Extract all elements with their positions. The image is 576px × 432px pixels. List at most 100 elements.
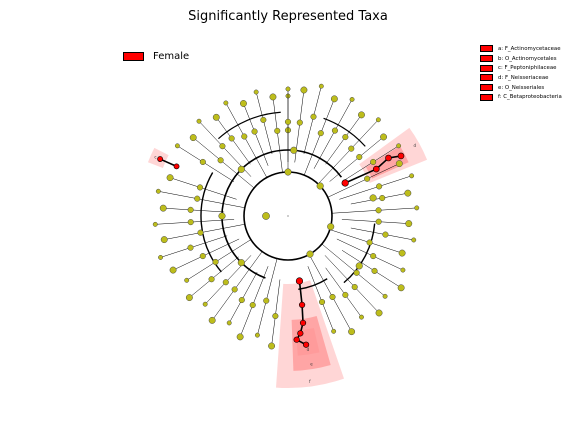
taxon-node bbox=[158, 254, 164, 260]
taxon-node bbox=[409, 173, 415, 179]
highlight-node bbox=[298, 301, 306, 308]
highlight-node bbox=[397, 152, 405, 160]
taxon-node bbox=[375, 117, 381, 123]
branch-highlight bbox=[344, 155, 402, 184]
taxon-node bbox=[208, 316, 216, 324]
taxon-node bbox=[405, 220, 413, 228]
arc-level-4 bbox=[323, 117, 366, 147]
taxon-node bbox=[382, 293, 388, 299]
taxon-node bbox=[395, 160, 403, 168]
taxon-node bbox=[208, 276, 215, 283]
clade-legend-item: e: O_Neisseriales bbox=[480, 83, 562, 93]
branch-line bbox=[350, 227, 414, 241]
highlight-node bbox=[372, 165, 380, 173]
taxon-node bbox=[290, 146, 298, 154]
taxon-node bbox=[240, 100, 247, 107]
branch-line bbox=[341, 145, 399, 182]
highlight-node bbox=[341, 179, 349, 187]
taxon-node bbox=[187, 219, 194, 226]
taxon-node bbox=[382, 231, 389, 238]
taxon-node bbox=[237, 259, 245, 267]
taxon-node bbox=[358, 111, 365, 119]
taxon-node bbox=[152, 221, 158, 227]
taxon-node bbox=[329, 293, 336, 301]
taxon-node bbox=[262, 212, 270, 220]
arc-level-3 bbox=[343, 223, 376, 284]
branch-line bbox=[189, 256, 239, 298]
branch-line bbox=[327, 163, 400, 198]
clade-legend-swatch bbox=[480, 55, 493, 63]
taxon-node bbox=[359, 314, 364, 320]
taxon-node bbox=[212, 113, 220, 121]
branch-line bbox=[271, 279, 281, 346]
root-marker bbox=[287, 215, 289, 217]
taxon-node bbox=[199, 253, 206, 260]
taxon-node bbox=[414, 205, 420, 211]
taxon-node bbox=[238, 296, 245, 304]
taxon-node bbox=[169, 266, 177, 274]
branch-line bbox=[172, 238, 240, 271]
branch-line bbox=[341, 219, 409, 224]
branch-line bbox=[341, 250, 402, 289]
taxon-node bbox=[185, 294, 193, 302]
taxon-node bbox=[174, 143, 180, 149]
taxon-node bbox=[397, 284, 405, 292]
clade-shade-letter: d bbox=[414, 143, 417, 148]
taxon-node bbox=[300, 86, 308, 94]
taxon-node bbox=[222, 279, 229, 286]
clade-legend-label: b: O_Actinomycetales bbox=[498, 55, 557, 62]
taxon-node bbox=[241, 133, 248, 140]
clade-legend-swatch bbox=[480, 93, 493, 101]
taxon-node bbox=[318, 83, 324, 89]
taxon-node bbox=[199, 158, 206, 166]
taxon-node bbox=[253, 89, 259, 95]
taxon-node bbox=[396, 143, 402, 149]
taxon-node bbox=[342, 134, 349, 141]
taxon-node bbox=[316, 182, 324, 190]
taxon-node bbox=[184, 277, 190, 283]
branch-line bbox=[308, 254, 352, 332]
taxon-node bbox=[364, 175, 371, 182]
branch-line bbox=[255, 91, 273, 155]
legend-label-female: Female bbox=[153, 51, 190, 62]
taxon-node bbox=[197, 229, 204, 236]
clade-shade-letter: f bbox=[309, 379, 311, 384]
highlight-node bbox=[293, 336, 300, 343]
branch-line bbox=[313, 99, 353, 169]
branch-line bbox=[164, 223, 245, 240]
branch-line bbox=[169, 177, 237, 200]
highlight-node bbox=[302, 341, 310, 348]
taxon-node bbox=[398, 249, 406, 257]
taxon-node bbox=[376, 183, 383, 190]
taxon-node bbox=[269, 93, 277, 101]
taxon-node bbox=[194, 195, 201, 202]
taxon-node bbox=[274, 127, 281, 134]
taxon-node bbox=[400, 267, 406, 273]
taxon-node bbox=[166, 174, 174, 182]
branch-line bbox=[160, 235, 228, 258]
taxon-node bbox=[319, 298, 326, 306]
taxon-node bbox=[375, 218, 382, 225]
taxon-node bbox=[159, 204, 167, 212]
taxon-node bbox=[355, 262, 363, 270]
taxon-node bbox=[228, 135, 235, 142]
clade-legend-label: d: F_Neisseriaceae bbox=[498, 74, 549, 81]
clade-legend-label: e: O_Neisseriales bbox=[498, 84, 545, 91]
taxon-node bbox=[284, 168, 292, 176]
highlight-node bbox=[385, 154, 392, 162]
clade-legend-label: f: C_Betaproteobacteria bbox=[498, 94, 562, 101]
clade-legend: a: F_Actinomycetaceae b: O_Actinomycetal… bbox=[480, 44, 562, 102]
taxon-node bbox=[231, 286, 238, 293]
taxon-node bbox=[268, 342, 276, 350]
clade-legend-item: c: F_Peptoniphilaceae bbox=[480, 63, 562, 73]
branch-line bbox=[339, 175, 412, 200]
taxon-node bbox=[223, 100, 229, 106]
arc-level-4 bbox=[218, 111, 281, 140]
taxon-node bbox=[285, 86, 291, 92]
taxon-node bbox=[310, 113, 317, 120]
taxon-node bbox=[189, 134, 197, 142]
chart-title: Significantly Represented Taxa bbox=[188, 9, 388, 24]
taxon-node bbox=[371, 267, 378, 274]
branch-highlight bbox=[159, 158, 177, 168]
